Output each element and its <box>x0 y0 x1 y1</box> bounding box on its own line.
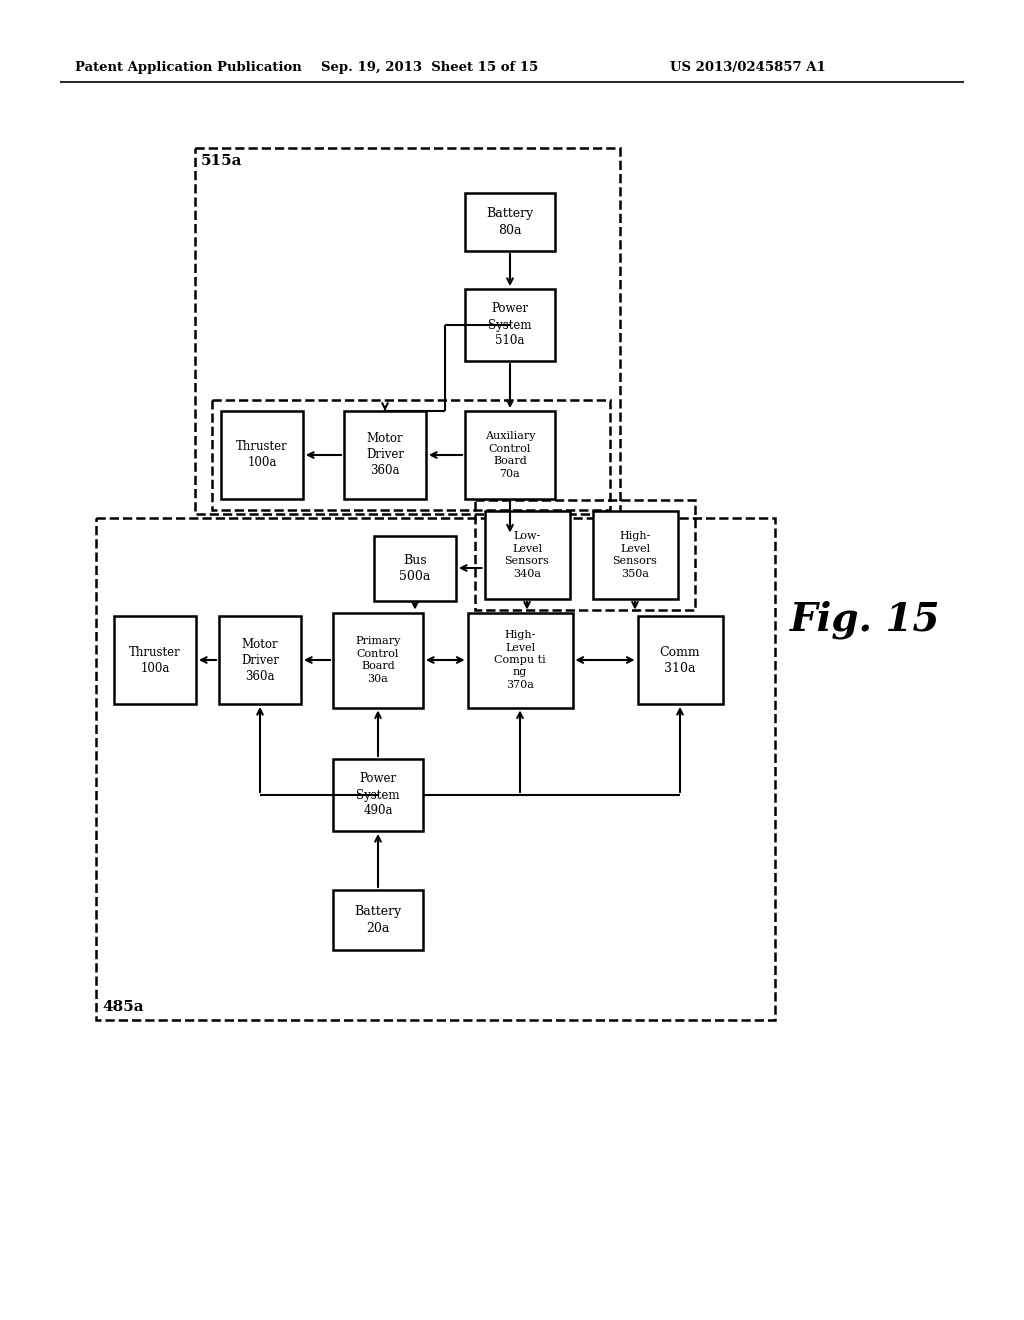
Text: Power
System
490a: Power System 490a <box>356 772 399 817</box>
Text: Sep. 19, 2013  Sheet 15 of 15: Sep. 19, 2013 Sheet 15 of 15 <box>322 62 539 74</box>
Text: 515a: 515a <box>201 154 243 168</box>
Bar <box>333 759 423 832</box>
Text: Bus
500a: Bus 500a <box>399 553 431 582</box>
Bar <box>465 193 555 251</box>
Text: Thruster
100a: Thruster 100a <box>237 441 288 470</box>
Bar <box>475 500 695 610</box>
Text: Motor
Driver
360a: Motor Driver 360a <box>241 638 279 682</box>
Text: Thruster
100a: Thruster 100a <box>129 645 181 675</box>
Bar <box>465 411 555 499</box>
Bar <box>465 289 555 360</box>
Bar <box>219 616 301 704</box>
Text: Comm
310a: Comm 310a <box>659 645 700 675</box>
Text: Auxiliary
Control
Board
70a: Auxiliary Control Board 70a <box>484 432 536 479</box>
Bar <box>468 612 572 708</box>
Bar <box>212 400 610 510</box>
Text: Battery
80a: Battery 80a <box>486 207 534 236</box>
Text: Power
System
510a: Power System 510a <box>488 302 531 347</box>
Bar <box>221 411 303 499</box>
Bar <box>333 890 423 950</box>
Text: Low-
Level
Sensors
340a: Low- Level Sensors 340a <box>505 532 550 578</box>
Text: US 2013/0245857 A1: US 2013/0245857 A1 <box>670 62 825 74</box>
Text: 485a: 485a <box>102 1001 143 1014</box>
Text: High-
Level
Compu ti
ng
370a: High- Level Compu ti ng 370a <box>495 630 546 690</box>
Bar <box>374 536 456 601</box>
Bar <box>114 616 196 704</box>
Bar <box>593 511 678 599</box>
Text: Primary
Control
Board
30a: Primary Control Board 30a <box>355 636 400 684</box>
Bar <box>344 411 426 499</box>
Text: Battery
20a: Battery 20a <box>354 906 401 935</box>
Bar <box>195 148 620 513</box>
Text: Fig. 15: Fig. 15 <box>790 601 940 639</box>
Bar <box>638 616 723 704</box>
Text: Motor
Driver
360a: Motor Driver 360a <box>366 433 404 478</box>
Text: Patent Application Publication: Patent Application Publication <box>75 62 302 74</box>
Bar <box>484 511 569 599</box>
Text: High-
Level
Sensors
350a: High- Level Sensors 350a <box>612 532 657 578</box>
Bar <box>333 612 423 708</box>
Bar <box>96 517 775 1020</box>
